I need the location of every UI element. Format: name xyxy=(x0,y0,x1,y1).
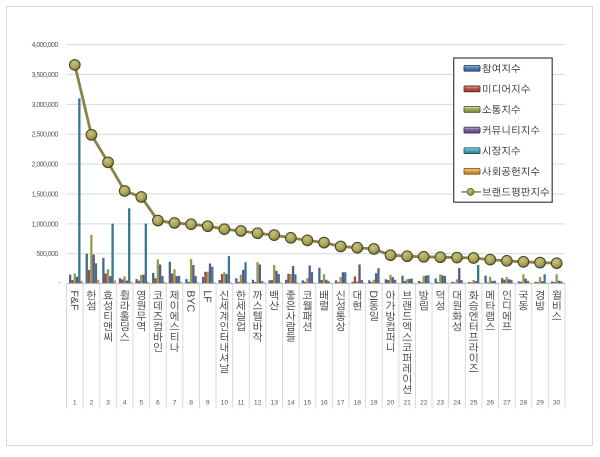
svg-text:30: 30 xyxy=(553,399,561,406)
svg-text:7: 7 xyxy=(173,399,177,406)
svg-text:16: 16 xyxy=(320,399,328,406)
svg-text:17: 17 xyxy=(337,399,345,406)
svg-text:4: 4 xyxy=(123,399,127,406)
svg-text:3: 3 xyxy=(106,399,110,406)
svg-text:8: 8 xyxy=(189,399,193,406)
svg-text:2: 2 xyxy=(90,399,94,406)
svg-text:15: 15 xyxy=(304,399,312,406)
svg-text:11: 11 xyxy=(237,399,244,406)
svg-text:3,000,000: 3,000,000 xyxy=(32,102,59,109)
svg-text:6: 6 xyxy=(156,399,160,406)
svg-text:23: 23 xyxy=(437,399,445,406)
svg-text:4,000,000: 4,000,000 xyxy=(32,42,59,49)
svg-text:500,000: 500,000 xyxy=(36,251,58,258)
svg-text:1,500,000: 1,500,000 xyxy=(32,191,59,198)
svg-text:5: 5 xyxy=(139,399,143,406)
svg-text:1: 1 xyxy=(73,399,77,406)
svg-text:24: 24 xyxy=(453,399,461,406)
svg-text:10: 10 xyxy=(221,399,229,406)
svg-text:27: 27 xyxy=(503,399,511,406)
svg-text:19: 19 xyxy=(370,399,378,406)
svg-text:22: 22 xyxy=(420,399,428,406)
svg-text:28: 28 xyxy=(520,399,528,406)
svg-text:9: 9 xyxy=(206,399,210,406)
svg-text:-: - xyxy=(58,280,61,287)
svg-text:26: 26 xyxy=(486,399,494,406)
svg-text:12: 12 xyxy=(254,399,262,406)
svg-text:14: 14 xyxy=(287,399,295,406)
svg-text:13: 13 xyxy=(270,399,278,406)
svg-text:18: 18 xyxy=(354,399,362,406)
svg-text:3,500,000: 3,500,000 xyxy=(32,72,59,79)
svg-text:21: 21 xyxy=(403,399,411,406)
svg-text:2,000,000: 2,000,000 xyxy=(32,162,59,169)
svg-text:1,000,000: 1,000,000 xyxy=(32,221,59,228)
svg-text:20: 20 xyxy=(387,399,395,406)
svg-text:25: 25 xyxy=(470,399,478,406)
svg-text:2,500,000: 2,500,000 xyxy=(32,132,59,139)
svg-text:29: 29 xyxy=(536,399,544,406)
